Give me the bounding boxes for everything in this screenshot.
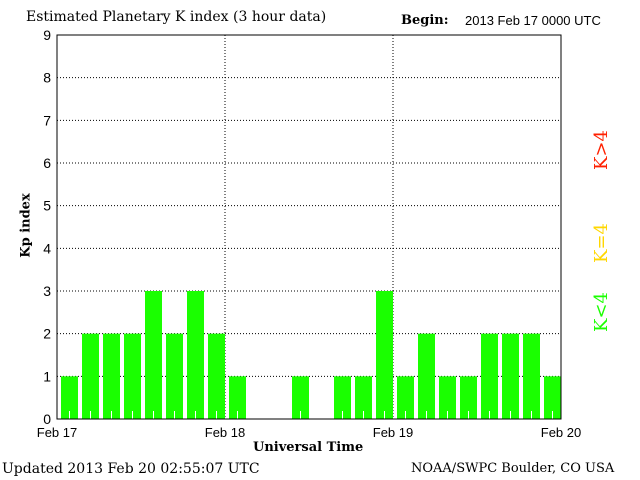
kp-bar [103, 333, 120, 419]
y-tick-label: 5 [43, 198, 51, 214]
begin-value: 2013 Feb 17 0000 UTC [465, 13, 601, 28]
source-text: NOAA/SWPC Boulder, CO USA [411, 461, 615, 476]
kp-bar [481, 333, 498, 419]
kp-bar [355, 376, 372, 419]
x-tick-label: Feb 20 [541, 425, 581, 440]
y-tick-label: 0 [43, 411, 51, 427]
x-axis-label: Universal Time [253, 440, 364, 455]
kp-bar [418, 333, 435, 419]
updated-text: Updated 2013 Feb 20 02:55:07 UTC [2, 461, 260, 477]
kp-bar [523, 333, 540, 419]
kp-bar [208, 333, 225, 419]
x-tick-label: Feb 17 [37, 425, 77, 440]
kp-bar [187, 291, 204, 419]
y-tick-label: 6 [43, 155, 51, 171]
y-tick-label: 9 [43, 27, 51, 43]
legend-label: K>4 [591, 130, 612, 170]
y-tick-label: 7 [43, 112, 51, 128]
kp-bar [61, 376, 78, 419]
kp-bar [334, 376, 351, 419]
kp-bar [82, 333, 99, 419]
kp-bar [166, 333, 183, 419]
kp-bar [229, 376, 246, 419]
y-tick-label: 1 [43, 368, 51, 384]
chart-title: Estimated Planetary K index (3 hour data… [26, 9, 327, 25]
kp-bar [544, 376, 561, 419]
y-tick-label: 4 [43, 240, 51, 256]
kp-bar [502, 333, 519, 419]
kp-bar [376, 291, 393, 419]
kp-bar [145, 291, 162, 419]
kp-bar [292, 376, 309, 419]
begin-label: Begin: [401, 13, 449, 28]
kp-bar [124, 333, 141, 419]
kp-bar [397, 376, 414, 419]
y-tick-label: 2 [43, 326, 51, 342]
legend-label: K=4 [591, 223, 612, 263]
x-tick-label: Feb 19 [373, 425, 413, 440]
legend-label: K<4 [591, 292, 612, 332]
y-tick-label: 8 [43, 70, 51, 86]
kp-bar [460, 376, 477, 419]
x-tick-label: Feb 18 [205, 425, 245, 440]
y-tick-label: 3 [43, 283, 51, 299]
kp-bar [439, 376, 456, 419]
plot-frame [56, 34, 562, 420]
